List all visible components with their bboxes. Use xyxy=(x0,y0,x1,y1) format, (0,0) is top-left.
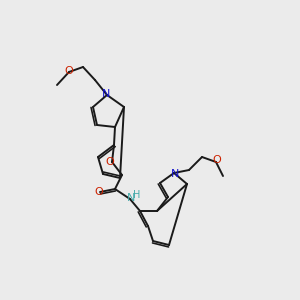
Text: O: O xyxy=(106,157,114,167)
Text: N: N xyxy=(102,89,110,99)
Text: O: O xyxy=(213,155,221,165)
Text: N: N xyxy=(127,193,135,203)
Text: O: O xyxy=(64,66,74,76)
Text: O: O xyxy=(94,187,103,197)
Text: H: H xyxy=(133,190,141,200)
Text: N: N xyxy=(171,169,179,179)
